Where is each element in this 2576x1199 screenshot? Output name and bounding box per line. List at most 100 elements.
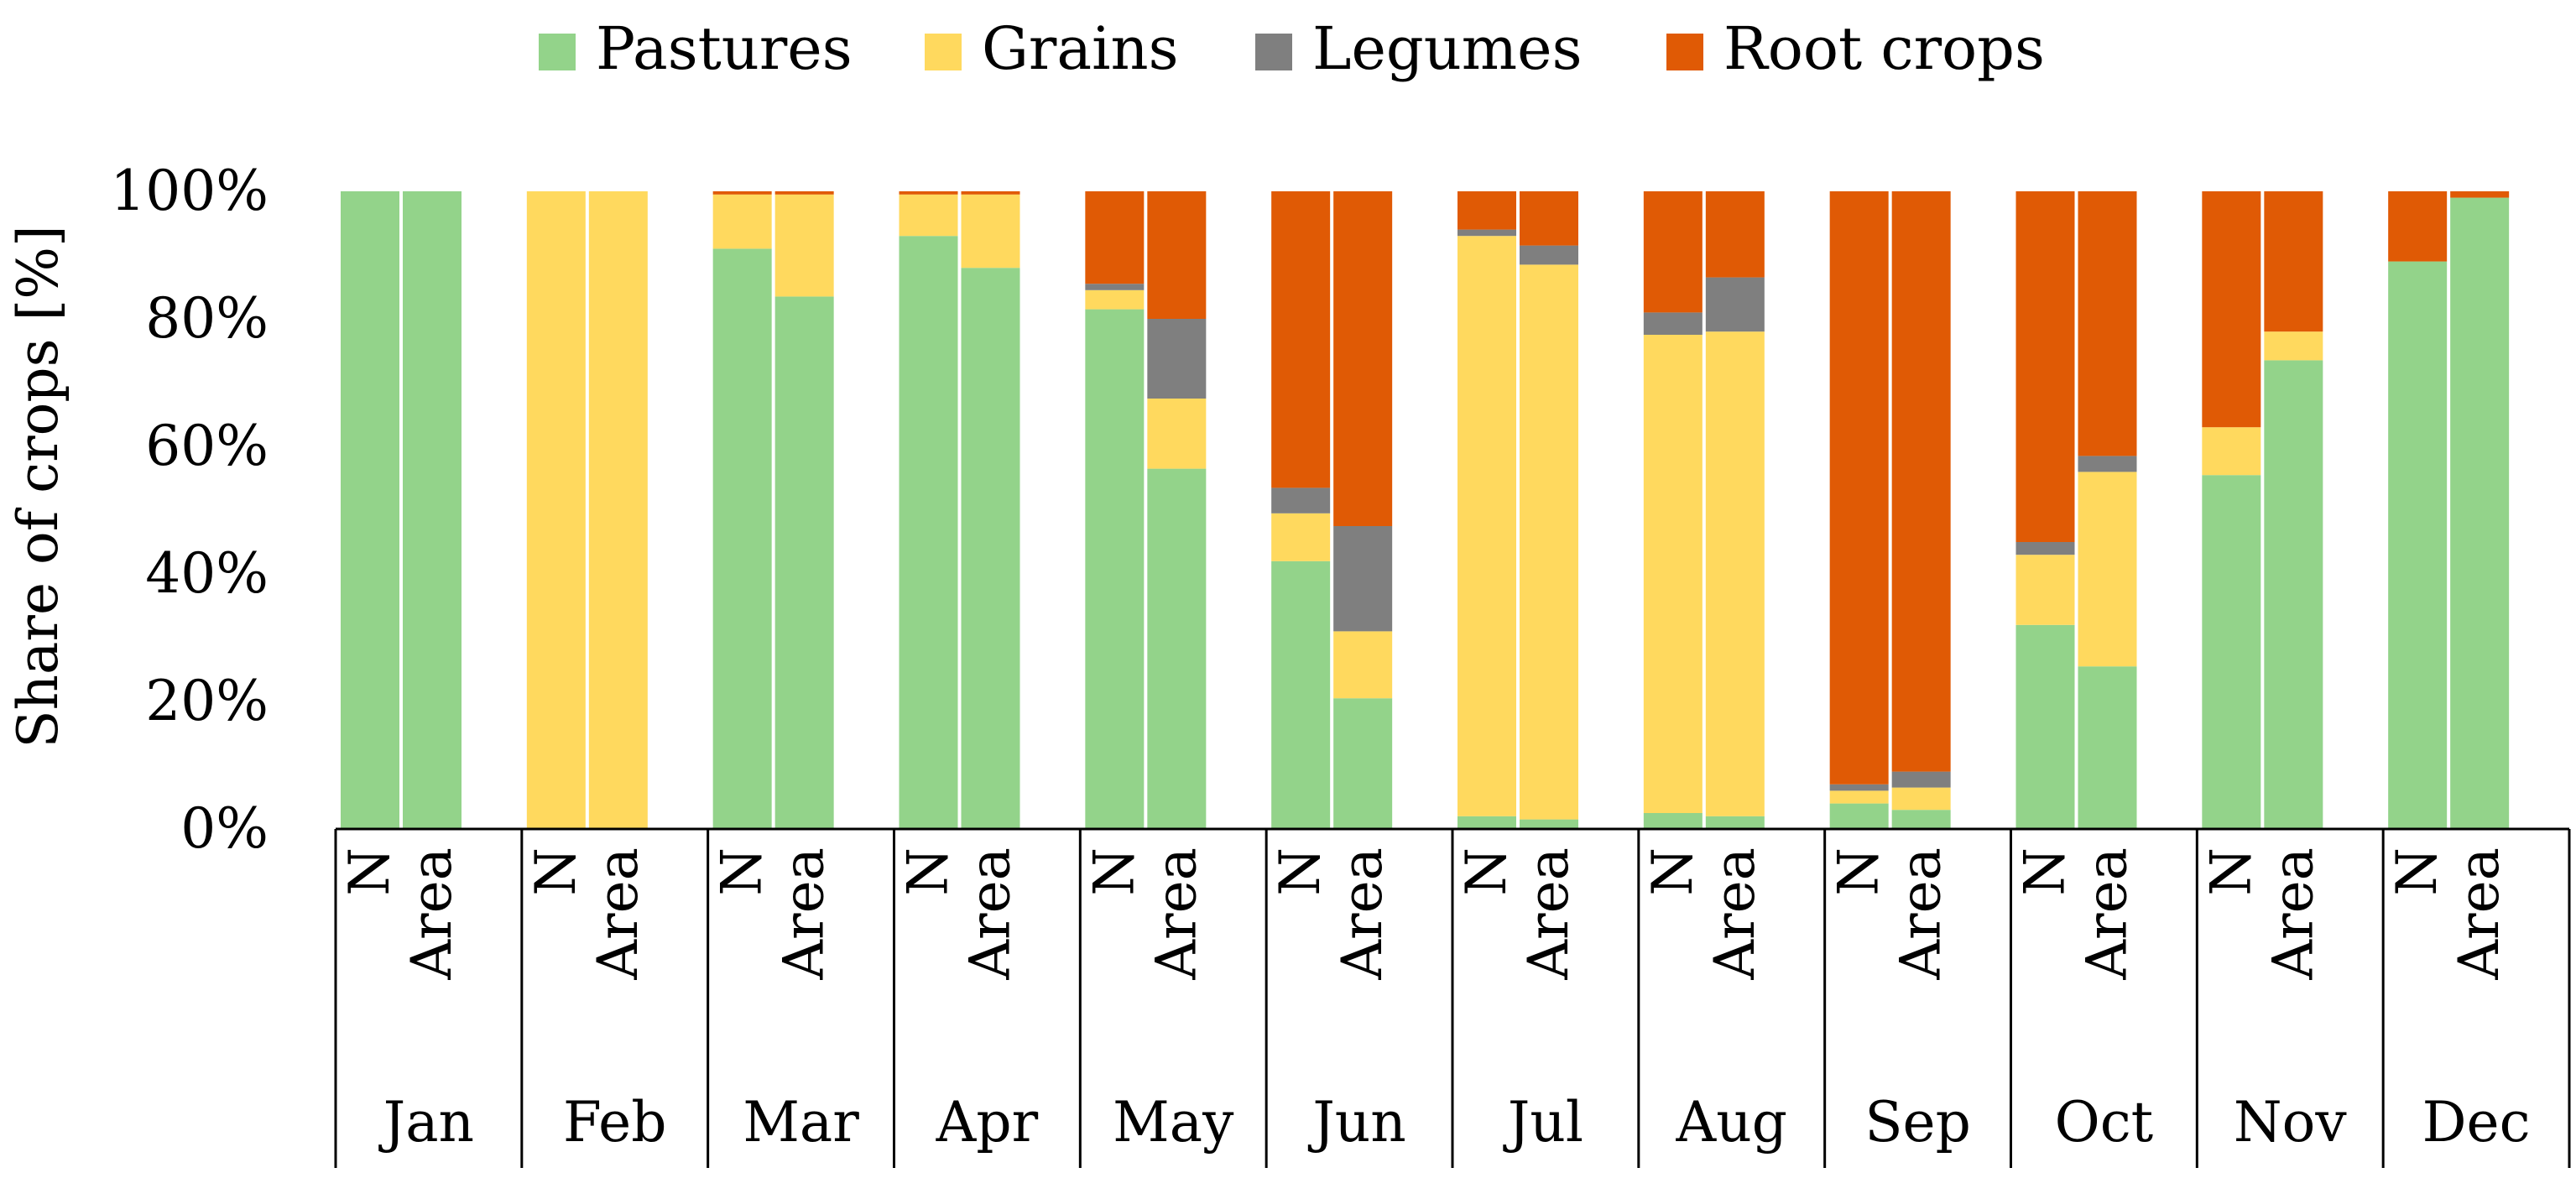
bar-segment	[1333, 191, 1393, 526]
bar-segment	[1271, 191, 1331, 488]
month-group	[899, 191, 1020, 829]
month-label: Sep	[1864, 1090, 1971, 1155]
y-axis-ticks: 0% 20% 40% 60% 80% 100%	[110, 159, 269, 861]
bar-segment	[1891, 771, 1951, 788]
bar-segment	[899, 194, 958, 237]
sub-category-label: Area	[586, 847, 650, 981]
bar-segment	[588, 191, 648, 829]
legend-item: Legumes	[1255, 14, 1583, 83]
sub-category-label: Area	[1144, 847, 1208, 981]
bar-segment	[2078, 666, 2137, 829]
bar-segment	[1147, 399, 1207, 469]
legend-label: Legumes	[1312, 14, 1583, 83]
bar-segment	[2015, 191, 2075, 542]
sub-category-label: N	[337, 847, 402, 896]
bar-segment	[2202, 427, 2261, 476]
bar-segment	[1457, 191, 1516, 230]
y-tick-label: 20%	[145, 669, 269, 733]
legend-label: Pastures	[596, 14, 853, 83]
bar-segment	[1457, 229, 1516, 237]
bar-segment	[1457, 816, 1516, 829]
bar-segment	[2015, 542, 2075, 555]
month-label: Jan	[378, 1090, 474, 1155]
sub-category-label: Area	[399, 847, 464, 981]
bar-segment	[1520, 819, 1578, 829]
bar-segment	[1891, 787, 1951, 811]
bar-segment	[1829, 784, 1889, 791]
bar-segment	[1271, 513, 1331, 561]
bar-segment	[2264, 360, 2323, 829]
month-group	[1271, 191, 1393, 829]
sub-category-label: N	[710, 847, 774, 896]
bar-segment	[1829, 790, 1889, 804]
month-label: May	[1113, 1090, 1234, 1155]
month-label: Jul	[1503, 1090, 1583, 1155]
month-label: Dec	[2422, 1090, 2531, 1155]
month-group	[2015, 191, 2137, 829]
bar-segment	[2078, 456, 2137, 472]
month-label: Mar	[743, 1090, 859, 1155]
bar-segment	[1829, 191, 1889, 785]
bar-segment	[1705, 816, 1765, 829]
sub-category-label: N	[1454, 847, 1519, 896]
sub-category-label: N	[1640, 847, 1705, 896]
bar-segment	[899, 236, 958, 829]
sub-category-label: Area	[1330, 847, 1395, 981]
sub-category-label: Area	[2447, 847, 2511, 981]
month-label: Aug	[1676, 1090, 1787, 1155]
legend-item: Grains	[925, 14, 1179, 83]
legend-item: Pastures	[539, 14, 853, 83]
bar-segment	[774, 194, 834, 297]
bar-segment	[1333, 698, 1393, 829]
bar-segment	[1829, 803, 1889, 829]
bar-segment	[961, 194, 1020, 268]
month-group	[1085, 191, 1207, 830]
bar-segment	[1085, 289, 1145, 310]
legend-swatch	[925, 34, 962, 70]
bar-segment	[2264, 331, 2323, 361]
legend-swatch	[1255, 34, 1292, 70]
bar-segment	[961, 268, 1020, 829]
bar-segment	[2388, 261, 2448, 830]
bar-segment	[403, 191, 461, 829]
month-group	[2388, 191, 2510, 830]
bar-segment	[1457, 236, 1516, 816]
bar-segment	[2202, 191, 2261, 428]
month-group	[1643, 191, 1765, 829]
bar-segment	[1085, 191, 1145, 284]
bars	[341, 191, 2510, 830]
bar-segment	[1705, 331, 1765, 816]
month-label: Nov	[2234, 1090, 2347, 1155]
bar-segment	[1643, 191, 1703, 313]
bar-segment	[2015, 555, 2075, 625]
sub-category-label: Area	[1889, 847, 1953, 981]
month-group	[526, 191, 648, 829]
bar-segment	[1271, 560, 1331, 829]
sub-category-label: N	[1268, 847, 1332, 896]
sub-category-label: Area	[1703, 847, 1767, 981]
bar-segment	[1520, 191, 1578, 246]
y-axis-title: Share of crops [%]	[6, 225, 70, 748]
bar-segment	[1891, 191, 1951, 772]
bar-segment	[1643, 335, 1703, 813]
bar-segment	[2078, 191, 2137, 456]
month-label: Feb	[563, 1090, 667, 1155]
sub-category-label: N	[2013, 847, 2078, 896]
bar-segment	[1705, 277, 1765, 332]
legend-swatch	[1666, 34, 1703, 70]
sub-category-label: N	[1082, 847, 1146, 896]
bar-segment	[1643, 813, 1703, 829]
bar-segment	[2388, 191, 2448, 262]
bar-segment	[1891, 810, 1951, 829]
y-tick-label: 40%	[145, 541, 269, 606]
bar-segment	[1705, 191, 1765, 278]
bar-segment	[2264, 191, 2323, 332]
bar-segment	[1147, 319, 1207, 399]
bar-segment	[1147, 191, 1207, 319]
x-axis-labels: NAreaJanNAreaFebNAreaMarNAreaAprNAreaMay…	[337, 847, 2531, 1155]
month-label: Apr	[936, 1090, 1039, 1155]
bar-segment	[774, 296, 834, 829]
y-tick-label: 100%	[110, 159, 269, 223]
month-label: Oct	[2055, 1090, 2154, 1155]
